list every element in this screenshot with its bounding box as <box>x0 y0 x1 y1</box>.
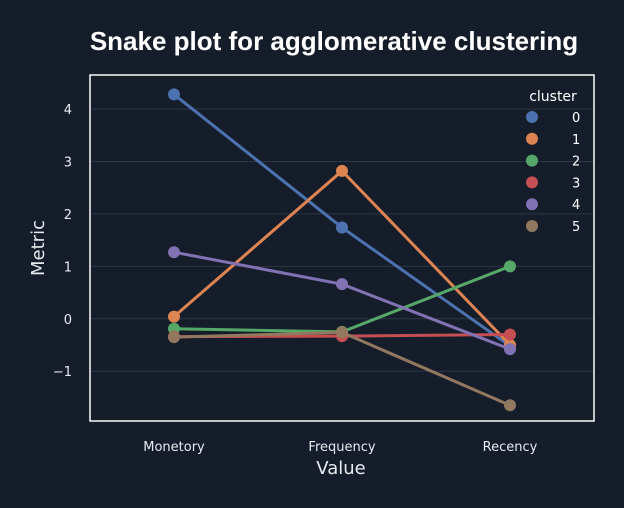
y-tick-label: 3 <box>64 156 72 171</box>
series-cluster-4 <box>168 246 516 356</box>
data-point <box>336 326 348 339</box>
data-point <box>336 221 348 234</box>
data-point <box>504 328 516 341</box>
legend-entry-label: 5 <box>572 220 580 235</box>
legend-entry-label: 2 <box>572 155 580 170</box>
series-layer <box>168 88 516 412</box>
legend-entry-label: 3 <box>572 176 580 191</box>
data-point <box>504 399 516 412</box>
plot-area <box>90 75 594 421</box>
y-tick-label: 1 <box>64 260 72 275</box>
legend-entry-label: 4 <box>572 198 580 213</box>
legend-marker <box>526 176 538 189</box>
legend: cluster 0 1 2 3 4 5 <box>526 89 580 235</box>
legend-title: cluster <box>529 89 577 105</box>
legend-marker <box>526 220 538 232</box>
legend-entry-label: 0 <box>572 111 580 126</box>
x-axis-ticks: Monetory Frequency Recency <box>143 440 537 455</box>
y-axis-ticks: 4 3 2 1 0 −1 <box>53 103 72 380</box>
legend-entry-label: 1 <box>572 133 580 148</box>
legend-marker <box>526 132 538 145</box>
x-tick-label: Recency <box>483 440 538 455</box>
data-point <box>504 343 516 356</box>
legend-marker <box>526 154 538 167</box>
data-point <box>168 310 180 323</box>
legend-marker <box>526 111 538 123</box>
series-cluster-5 <box>168 326 516 412</box>
x-axis-label: Value <box>316 458 365 479</box>
plot-frame <box>89 74 595 422</box>
data-point <box>168 331 180 344</box>
data-point <box>336 278 348 291</box>
y-tick-label: 0 <box>64 313 72 328</box>
y-tick-label: −1 <box>53 365 72 380</box>
x-tick-label: Frequency <box>308 440 375 455</box>
data-point <box>504 260 516 273</box>
x-tick-label: Monetory <box>143 440 205 455</box>
y-axis-label: Metric <box>28 220 49 276</box>
data-point <box>168 88 180 101</box>
y-tick-label: 2 <box>64 208 72 223</box>
y-tick-label: 4 <box>64 103 72 118</box>
data-point <box>336 164 348 177</box>
legend-marker <box>526 198 538 211</box>
data-point <box>168 246 180 259</box>
chart-title: Snake plot for agglomerative clustering <box>90 26 578 56</box>
